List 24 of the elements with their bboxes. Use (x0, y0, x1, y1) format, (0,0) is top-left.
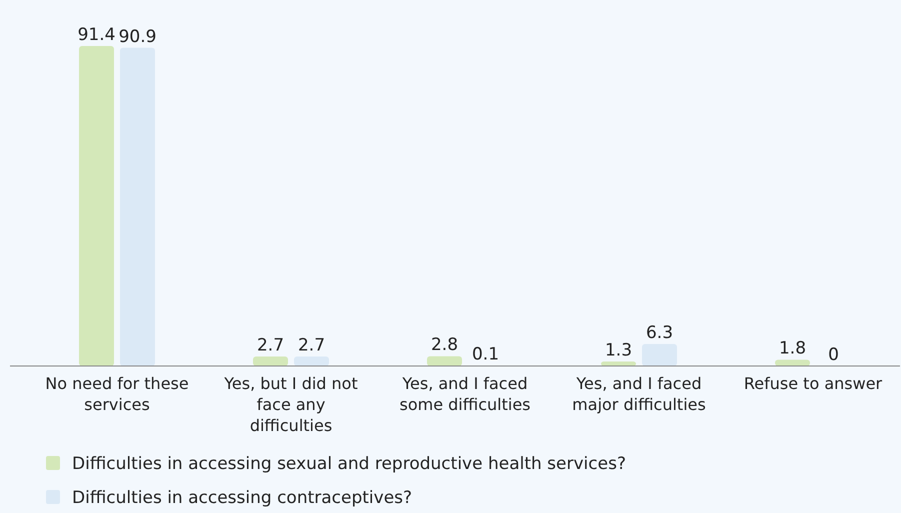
data-label: 0 (828, 345, 839, 365)
bar (294, 356, 329, 366)
x-tick-label: Refuse to answer (744, 374, 883, 393)
data-label: 1.3 (604, 340, 632, 360)
data-label: 6.3 (646, 322, 674, 343)
x-tick-label: Yes, and I faced major difficulties (572, 374, 706, 414)
bar (642, 344, 677, 366)
bar (120, 48, 155, 366)
x-tick-label: Yes, and I faced some difficulties (400, 374, 530, 414)
x-tick-label: Yes, but I did not face any difficulties (223, 374, 358, 435)
data-label: 2.7 (298, 336, 326, 356)
legend-label: Difficulties in accessing sexual and reproductive health services? (72, 454, 626, 474)
data-label: 1.8 (778, 338, 806, 359)
data-label: 0.1 (472, 344, 500, 365)
bar (775, 360, 810, 366)
legend-label: Difficulties in accessing contraceptives? (72, 488, 412, 508)
data-label: 91.4 (78, 25, 116, 45)
data-label: 2.8 (430, 335, 458, 356)
x-tick-label: No need for these services (45, 374, 189, 414)
bar (427, 356, 462, 366)
bar (79, 46, 114, 366)
data-label: 2.7 (256, 336, 284, 356)
data-label: 90.9 (118, 26, 156, 47)
bar (253, 356, 288, 366)
